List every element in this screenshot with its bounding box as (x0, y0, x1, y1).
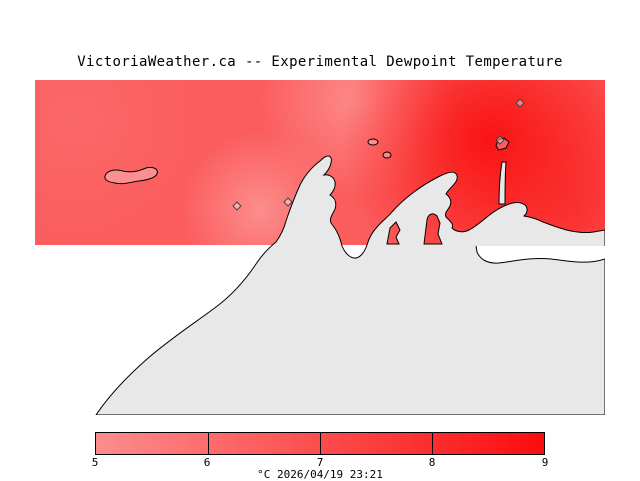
colorbar-tick-label: 5 (91, 456, 99, 469)
island-west (104, 166, 158, 185)
colorbar-unit: °C (257, 468, 271, 481)
sea-strip (476, 246, 605, 264)
coastline-map (95, 98, 605, 415)
station-marker (495, 135, 505, 145)
colorbar-caption: °C 2026/04/19 23:21 (0, 468, 640, 481)
coastline (475, 245, 605, 264)
timestamp: 2026/04/19 23:21 (276, 468, 383, 481)
station-markers (232, 98, 525, 211)
colorbar-tick-label: 8 (428, 456, 436, 469)
colorbar (95, 432, 545, 455)
colorbar-tick (320, 433, 321, 454)
colorbar-tick-label: 9 (541, 456, 549, 469)
colorbar-tick-label: 6 (203, 456, 211, 469)
island-tiny-2 (382, 151, 392, 159)
land-mass (95, 155, 605, 415)
colorbar-tick (208, 433, 209, 454)
map-title: VictoriaWeather.ca -- Experimental Dewpo… (77, 54, 563, 70)
weather-map (35, 80, 605, 415)
station-marker (515, 98, 525, 108)
colorbar-tick (432, 433, 433, 454)
island-tiny-1 (367, 138, 379, 146)
peninsula-spur (498, 161, 507, 205)
station-marker (283, 197, 293, 207)
station-marker (232, 201, 242, 211)
island-small-east (495, 137, 510, 151)
colorbar-tick-label: 7 (316, 456, 324, 469)
